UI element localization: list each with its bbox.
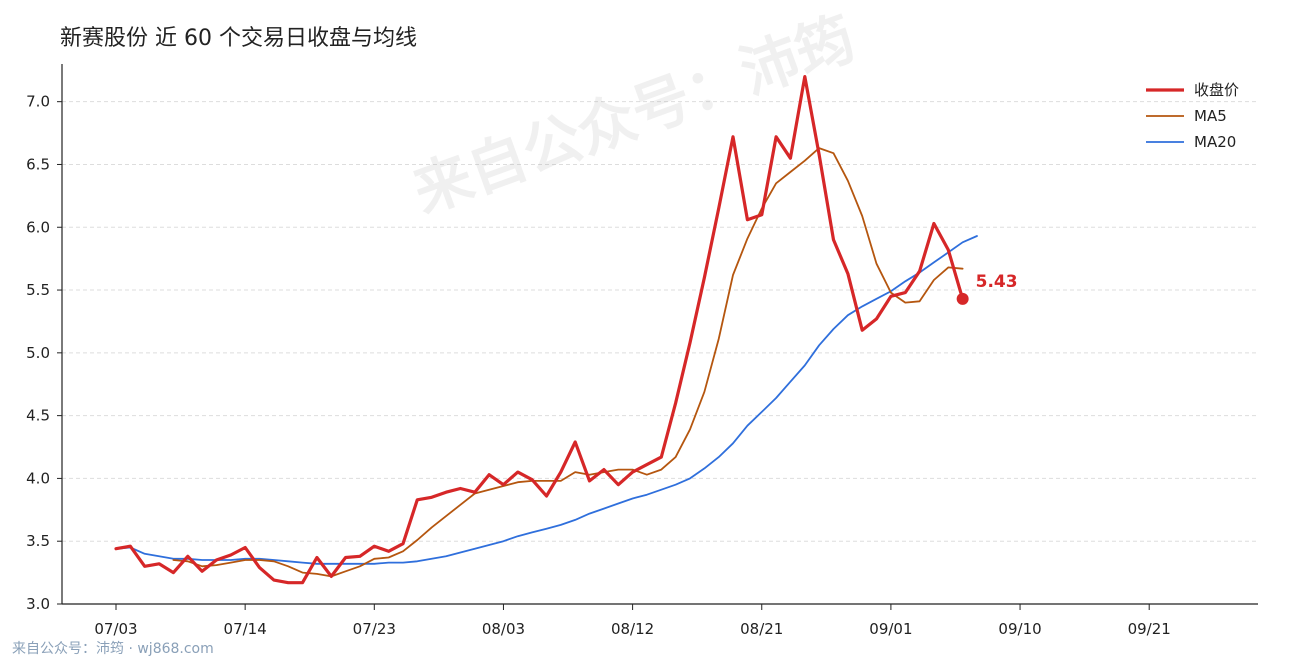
legend-label-ma5: MA5 [1194,107,1227,125]
x-tick-label: 09/01 [869,620,912,638]
legend: 收盘价 MA5 MA20 [1146,81,1239,151]
grid-lines [62,101,1258,605]
axes [61,64,1258,605]
x-axis-ticks: 07/03 07/14 07/23 08/03 08/12 08/21 09/01 09/10… [94,604,1171,638]
ma5-series-line [172,147,964,578]
y-tick-label: 3.0 [26,595,50,613]
last-close-point [956,292,969,305]
y-tick-label: 4.0 [26,469,50,487]
x-tick-label: 07/03 [94,620,137,638]
x-tick-label: 07/14 [224,620,267,638]
x-tick-label: 08/21 [740,620,783,638]
x-tick-label: 08/12 [611,620,654,638]
end-marker: 5.43 [956,272,1018,305]
y-tick-label: 5.0 [26,344,50,362]
series-lines [114,75,978,585]
chart-title: 新赛股份 近 60 个交易日收盘与均线 [60,26,417,51]
y-tick-label: 6.5 [26,155,50,173]
footer-credit: 来自公众号：沛筠 · wj868.com [12,641,214,657]
y-tick-label: 7.0 [26,93,50,111]
y-axis-ticks: 3.0 3.5 4.0 4.5 5.0 5.5 6.0 6.5 7.0 [26,93,62,613]
legend-label-ma20: MA20 [1194,133,1236,151]
y-tick-label: 6.0 [26,218,50,236]
x-tick-label: 09/10 [998,620,1041,638]
close-series-line [114,75,965,585]
x-tick-label: 09/21 [1128,620,1171,638]
x-tick-label: 08/03 [482,620,525,638]
y-tick-label: 3.5 [26,532,50,550]
ma20-series-line [115,235,978,565]
y-tick-label: 5.5 [26,281,50,299]
last-close-label: 5.43 [976,272,1018,292]
y-tick-label: 4.5 [26,407,50,425]
x-tick-label: 07/23 [353,620,396,638]
legend-label-close: 收盘价 [1194,81,1239,99]
